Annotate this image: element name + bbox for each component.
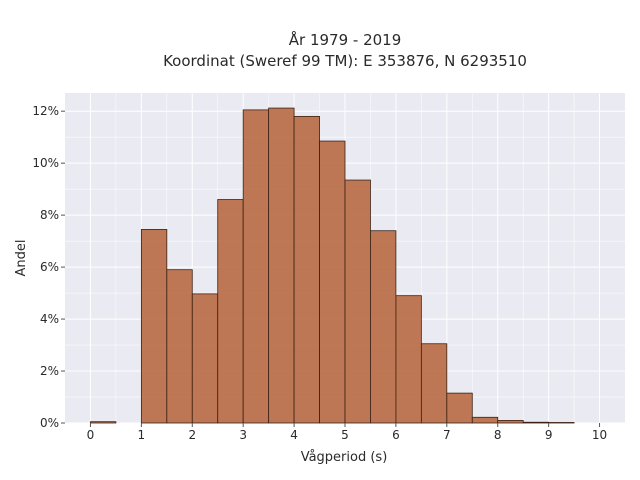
chart-title: År 1979 - 2019: [289, 30, 402, 49]
x-tick-label: 0: [87, 428, 95, 442]
y-axis-ticks: 0% 2% 4% 6% 8% 10% 12%: [32, 104, 65, 430]
y-axis-label: Andel: [14, 240, 29, 277]
histogram-bar: [344, 179, 371, 424]
histogram-bar: [522, 421, 550, 424]
x-tick-label: 2: [188, 428, 196, 442]
histogram-bar: [191, 293, 219, 424]
y-tick-label: 8%: [40, 208, 59, 222]
y-tick-label: 2%: [40, 364, 59, 378]
histogram-bar: [90, 421, 117, 424]
histogram-bar: [446, 392, 473, 424]
histogram-bar: [293, 115, 320, 424]
x-tick-label: 7: [443, 428, 451, 442]
x-tick-label: 8: [494, 428, 502, 442]
x-tick-label: 10: [592, 428, 607, 442]
histogram-bar: [471, 416, 499, 424]
x-tick-label: 5: [341, 428, 349, 442]
chart-subtitle: Koordinat (Sweref 99 TM): E 353876, N 62…: [163, 52, 527, 70]
histogram-bar: [319, 140, 346, 424]
x-tick-label: 6: [392, 428, 400, 442]
histogram-bar: [548, 422, 575, 424]
bars: [90, 107, 575, 424]
x-axis-label: Vågperiod (s): [301, 450, 388, 465]
x-tick-label: 1: [138, 428, 146, 442]
histogram-bar: [395, 295, 422, 424]
x-tick-label: 3: [239, 428, 247, 442]
histogram-bar: [242, 109, 270, 424]
x-tick-label: 9: [545, 428, 553, 442]
y-tick-label: 0%: [40, 416, 59, 430]
y-tick-label: 12%: [32, 104, 59, 118]
histogram-bar: [370, 230, 397, 424]
histogram-bar: [166, 269, 193, 424]
y-tick-label: 4%: [40, 312, 59, 326]
y-tick-label: 6%: [40, 260, 59, 274]
histogram-bar: [140, 229, 168, 424]
histogram-bar: [268, 107, 295, 424]
x-axis-ticks: 0 1 2 3 4 5 6 7 8 9 10: [87, 423, 607, 442]
x-tick-label: 4: [290, 428, 298, 442]
histogram-bar: [497, 420, 524, 424]
histogram-bar: [420, 343, 448, 424]
histogram-bar: [217, 199, 244, 424]
y-tick-label: 10%: [32, 156, 59, 170]
